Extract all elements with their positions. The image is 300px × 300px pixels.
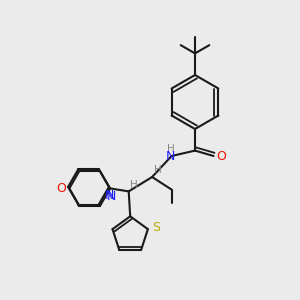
Text: H: H: [167, 144, 175, 154]
Text: N: N: [166, 149, 175, 163]
Text: H: H: [130, 180, 138, 190]
Text: N: N: [107, 190, 117, 203]
Text: O: O: [56, 182, 66, 195]
Text: S: S: [152, 221, 160, 234]
Text: O: O: [216, 149, 226, 163]
Text: N: N: [104, 189, 114, 203]
Text: H: H: [154, 165, 162, 176]
